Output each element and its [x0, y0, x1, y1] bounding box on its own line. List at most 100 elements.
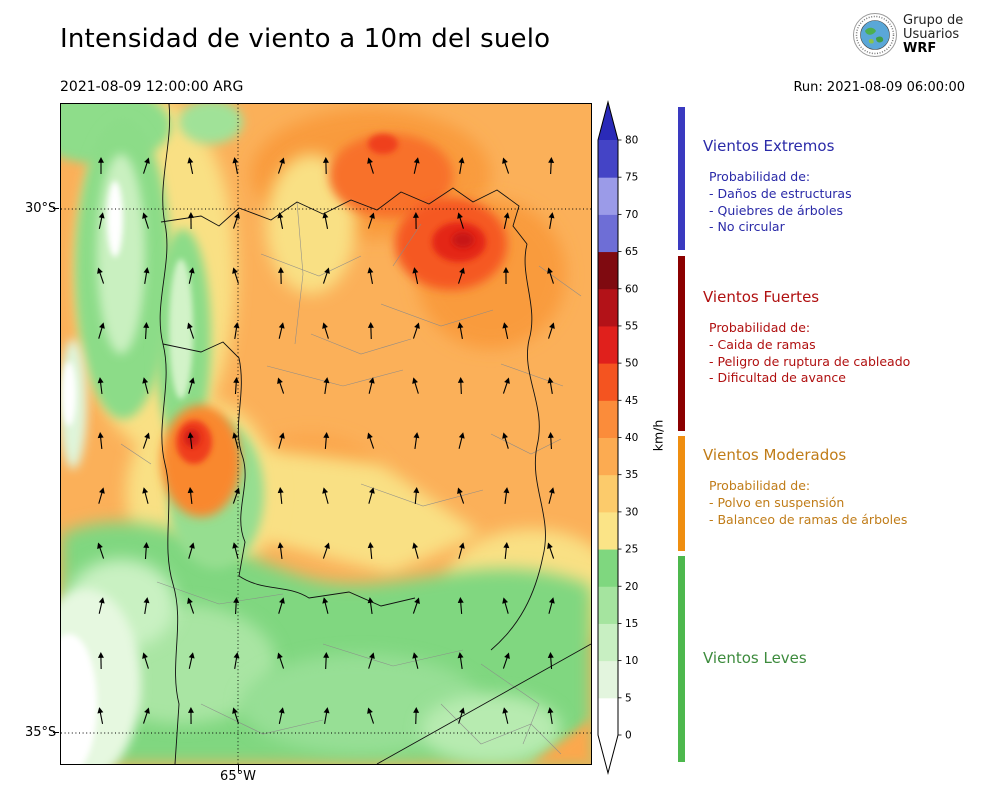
wind-arrow	[322, 322, 329, 339]
legend-item: - Peligro de ruptura de cableado	[709, 353, 911, 369]
wind-arrow	[98, 157, 104, 174]
wind-arrow	[97, 652, 104, 670]
wind-arrow	[502, 157, 510, 174]
colorbar-unit-label: km/h	[650, 419, 666, 452]
colorbar-tick-label: 70	[625, 209, 638, 221]
legend-title-extremos: Vientos Extremos	[703, 137, 835, 155]
wrf-user-group-logo: Grupo de Usuarios WRF	[852, 12, 963, 58]
wind-arrow	[368, 377, 375, 394]
colorbar-segment	[598, 660, 618, 699]
wind-arrow	[412, 597, 420, 614]
wind-arrow	[548, 487, 555, 504]
colorbar-tick-label: 5	[625, 692, 632, 704]
colorbar-tick-label: 45	[625, 395, 638, 407]
wind-arrow	[188, 542, 195, 559]
wind-arrow	[458, 267, 465, 284]
wind-arrow	[547, 542, 555, 559]
wind-arrow	[187, 322, 195, 339]
wind-arrow	[277, 157, 285, 174]
colorbar-tick-label: 65	[625, 246, 638, 258]
wind-arrow	[97, 377, 104, 395]
colorbar-segment	[598, 697, 618, 736]
wind-arrow	[502, 597, 509, 614]
wind-arrow	[457, 212, 464, 229]
logo-line3: WRF	[903, 41, 937, 57]
legend-bar-leves	[678, 556, 685, 762]
wind-arrow	[322, 487, 329, 504]
legend-probability-label: Probabilidad de:	[709, 320, 811, 335]
legend-item: - Balanceo de ramas de árboles	[709, 511, 908, 527]
page-title: Intensidad de viento a 10m del suelo	[60, 24, 551, 54]
wind-arrow	[502, 707, 509, 724]
wind-arrow	[367, 157, 374, 174]
run-time-label: Run: 2021-08-09 06:00:00	[793, 80, 965, 95]
wind-arrow	[412, 322, 420, 339]
wind-arrow	[503, 212, 510, 229]
wind-arrow	[98, 212, 105, 229]
colorbar-segment	[598, 549, 618, 587]
colorbar-tick-label: 50	[625, 358, 638, 370]
colorbar-tick-label: 35	[625, 469, 638, 481]
wind-arrow	[322, 212, 329, 229]
wind-arrow	[548, 212, 555, 229]
colorbar-tick-label: 0	[625, 730, 632, 742]
wind-arrow	[232, 267, 239, 284]
wind-arrow	[232, 432, 239, 449]
wind-arrow	[97, 432, 104, 450]
legend-item: - Caida de ramas	[709, 337, 816, 352]
wind-arrow	[458, 432, 465, 449]
wind-arrow	[143, 597, 150, 614]
wind-arrow	[322, 542, 330, 559]
wind-arrow	[502, 652, 510, 669]
lon-label-65w: 65°W	[220, 769, 256, 784]
wind-arrow	[502, 322, 509, 339]
wind-arrow	[458, 157, 465, 174]
wind-arrow	[547, 377, 554, 394]
wind-arrow	[368, 652, 375, 669]
wind-arrow	[548, 597, 555, 614]
lat-35s-tick	[53, 732, 59, 733]
colorbar-segment	[598, 214, 618, 253]
wind-arrow	[547, 707, 554, 724]
wind-arrow	[322, 267, 330, 284]
wind-arrow	[458, 707, 465, 724]
wind-arrow	[412, 652, 419, 669]
wind-arrow	[412, 212, 419, 230]
wind-arrow	[502, 432, 509, 449]
colorbar-segment	[598, 623, 618, 662]
colorbar-tick-label: 40	[625, 432, 638, 444]
wind-arrow	[187, 707, 194, 725]
colorbar-over-arrow	[598, 102, 618, 140]
wind-arrow	[187, 487, 194, 505]
wind-arrow	[143, 322, 150, 340]
wind-arrow	[142, 212, 149, 229]
logo-line2: Usuarios	[903, 26, 960, 42]
legend-item: - No circular	[709, 219, 785, 234]
lon-65w-tick	[238, 765, 239, 771]
wind-arrow	[277, 542, 284, 560]
wind-arrow	[98, 487, 105, 504]
wind-arrow	[232, 542, 239, 559]
lat-30s-tick	[53, 208, 59, 209]
wind-arrow	[323, 707, 330, 724]
wind-arrow	[367, 267, 374, 284]
wind-arrow	[457, 322, 464, 339]
wind-arrow	[502, 267, 509, 285]
legend-title-fuertes: Vientos Fuertes	[703, 288, 820, 306]
colorbar-segment	[598, 288, 618, 327]
wind-arrow	[413, 487, 420, 505]
wind-arrow	[367, 432, 375, 449]
wind-arrow	[97, 542, 105, 559]
legend-bar-moderados	[678, 436, 685, 551]
province-borders-layer	[159, 104, 591, 764]
wind-arrow	[143, 542, 150, 560]
globe-icon	[853, 13, 897, 57]
wind-arrow	[368, 487, 375, 504]
wind-arrow	[143, 267, 150, 284]
wind-arrow	[413, 157, 420, 174]
wind-arrow	[187, 597, 195, 614]
wind-arrow	[233, 322, 240, 339]
wind-arrow	[457, 377, 464, 395]
wind-arrow	[142, 377, 149, 394]
legend-item: - Quiebres de árboles	[709, 202, 844, 218]
